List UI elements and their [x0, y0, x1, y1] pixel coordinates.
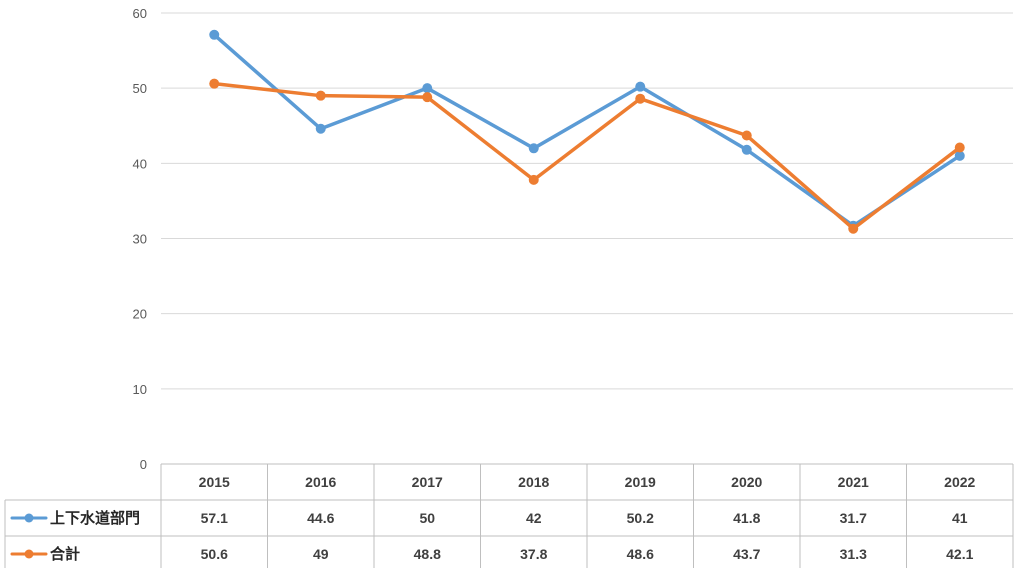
- data-label-1-6: 31.3: [840, 546, 867, 562]
- data-label-1-0: 50.6: [201, 546, 228, 562]
- category-label-2022: 2022: [944, 474, 975, 490]
- series-line-1: [212, 81, 962, 231]
- data-label-1-1: 49: [313, 546, 329, 562]
- y-tick-label-30: 30: [133, 232, 147, 247]
- category-label-2018: 2018: [518, 474, 549, 490]
- legend-label-1: 合計: [49, 545, 80, 563]
- y-tick-label-50: 50: [133, 81, 147, 96]
- category-label-2019: 2019: [625, 474, 656, 490]
- data-point-0-5: [741, 144, 752, 155]
- data-point-1-1: [315, 90, 326, 101]
- data-label-0-1: 44.6: [307, 510, 334, 526]
- data-point-1-5: [741, 130, 752, 141]
- data-point-0-3: [528, 143, 539, 154]
- legend-label-0: 上下水道部門: [50, 509, 140, 527]
- y-tick-label-60: 60: [133, 6, 147, 21]
- data-point-0-4: [635, 81, 646, 92]
- data-label-0-2: 50: [419, 510, 435, 526]
- gridlines: [161, 12, 1013, 390]
- data-point-0-1: [315, 123, 326, 134]
- data-label-0-0: 57.1: [201, 510, 228, 526]
- data-point-1-7: [954, 142, 965, 153]
- y-axis-ticks: 0 10 20 30 40 50 60: [133, 6, 147, 472]
- data-label-0-4: 50.2: [627, 510, 654, 526]
- series-line-0: [212, 33, 962, 228]
- data-point-1-2: [422, 92, 433, 103]
- data-point-1-6: [848, 223, 859, 234]
- category-label-2016: 2016: [305, 474, 336, 490]
- y-tick-label-10: 10: [133, 382, 147, 397]
- data-label-0-7: 41: [952, 510, 968, 526]
- y-tick-label-40: 40: [133, 156, 147, 171]
- data-label-0-6: 31.7: [840, 510, 867, 526]
- data-label-1-2: 48.8: [414, 546, 441, 562]
- legend-marker-1: [24, 549, 34, 559]
- data-label-1-5: 43.7: [733, 546, 760, 562]
- y-tick-label-0: 0: [140, 457, 147, 472]
- data-point-1-3: [528, 174, 539, 185]
- data-label-1-3: 37.8: [520, 546, 547, 562]
- data-table: 2015 2016 2017 2018 2019 2020 2021 2022 上下水道部門 57…: [4, 463, 1014, 568]
- category-label-2017: 2017: [412, 474, 443, 490]
- data-label-1-4: 48.6: [627, 546, 654, 562]
- y-tick-label-20: 20: [133, 307, 147, 322]
- data-point-0-2: [422, 83, 433, 94]
- category-label-2015: 2015: [199, 474, 230, 490]
- category-label-2020: 2020: [731, 474, 762, 490]
- data-point-1-0: [209, 78, 220, 89]
- data-label-0-3: 42: [526, 510, 542, 526]
- data-point-1-4: [635, 93, 646, 104]
- legend-marker-0: [24, 513, 34, 523]
- data-point-0-0: [209, 29, 220, 40]
- data-point-0-7: [954, 150, 965, 161]
- data-label-0-5: 41.8: [733, 510, 760, 526]
- series-layer: [209, 29, 965, 234]
- category-label-2021: 2021: [838, 474, 869, 490]
- data-label-1-7: 42.1: [946, 546, 973, 562]
